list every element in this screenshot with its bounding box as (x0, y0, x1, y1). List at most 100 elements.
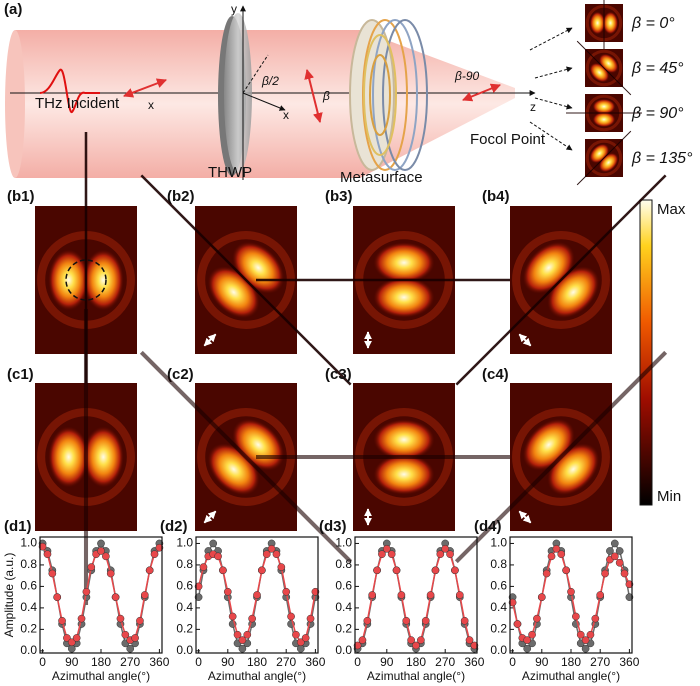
data-point (378, 550, 386, 559)
data-point (58, 616, 66, 625)
y-tick-label: 0.0 (20, 643, 37, 657)
x-tick-label: 90 (380, 655, 394, 669)
data-point (586, 630, 595, 639)
data-point (77, 614, 86, 623)
data-point (460, 616, 469, 625)
lobe (48, 426, 90, 488)
data-point (533, 614, 541, 623)
data-point (48, 569, 57, 578)
data-point (121, 630, 130, 639)
data-point (441, 544, 450, 553)
data-point (596, 591, 605, 599)
polarization-arrow (518, 333, 532, 347)
x-tick-label: 270 (590, 655, 610, 669)
intensity-image (585, 0, 623, 61)
inset-label: β = 45° (631, 60, 684, 77)
data-point (567, 587, 575, 596)
y-tick-label: 0.2 (490, 622, 507, 636)
y-tick-label: 1.0 (335, 536, 352, 550)
angle-label: β (322, 89, 330, 103)
data-point (287, 612, 295, 621)
y-tick-label: 0.8 (490, 557, 507, 571)
y-tick-label: 1.0 (490, 536, 507, 550)
lobes (576, 130, 632, 186)
lobes (37, 309, 135, 605)
data-point (397, 591, 406, 599)
data-point (421, 616, 430, 625)
y-tick-label: 0.8 (176, 557, 193, 571)
data-point (523, 644, 532, 653)
polarization-arrow (518, 510, 532, 524)
data-point (43, 550, 52, 559)
colorbar-max: Max (657, 201, 686, 218)
data-point (82, 587, 91, 596)
x-tick-label: 0 (195, 655, 202, 669)
x-tick-label: 180 (247, 655, 267, 669)
data-point (243, 630, 252, 639)
panel-label: (b4) (482, 188, 510, 205)
axis-label: y (231, 2, 237, 16)
data-point (296, 638, 305, 647)
lobes (256, 408, 552, 506)
data-point (253, 591, 261, 599)
intensity-image (576, 130, 632, 186)
polarization-arrow (203, 333, 217, 347)
data-point (610, 552, 619, 561)
data-point (557, 550, 566, 559)
plot-frame (354, 536, 478, 654)
data-point (465, 636, 474, 644)
y-tick-label: 0.4 (490, 600, 507, 614)
data-point (412, 641, 420, 650)
data-point (431, 566, 440, 575)
data-point (194, 593, 203, 601)
y-tick-label: 0.6 (20, 579, 37, 593)
colorbar-min: Min (657, 488, 681, 505)
panel-label: (b2) (167, 188, 195, 205)
incident-label: THz Incident (35, 95, 120, 112)
chart-title: (d1) (4, 518, 32, 535)
data-point (97, 539, 105, 548)
x-axis-label: Azimuthal angle(°) (208, 669, 306, 683)
data-point (436, 550, 445, 559)
data-point (508, 598, 517, 607)
data-point (610, 539, 619, 548)
data-point (470, 641, 479, 650)
x-tick-label: 270 (276, 655, 296, 669)
data-point (446, 550, 454, 559)
lobe (82, 426, 124, 488)
data-point (228, 612, 237, 621)
y-tick-label: 0.6 (335, 579, 352, 593)
data-point (111, 593, 120, 601)
data-point (238, 636, 247, 644)
metasurface-label: Metasurface (340, 169, 423, 186)
lobe (48, 249, 90, 311)
data-point (214, 552, 222, 561)
x-tick-label: 90 (65, 655, 79, 669)
intensity-image (455, 174, 667, 386)
data-point (363, 616, 372, 625)
node-line (139, 350, 353, 564)
data-point (199, 563, 208, 571)
chart-title: (d2) (160, 518, 188, 535)
data-point (455, 591, 464, 599)
lobe (82, 249, 124, 311)
data-point (136, 616, 144, 625)
data-point (140, 591, 149, 599)
plot-frame (39, 536, 163, 654)
data-point (272, 550, 281, 559)
panel-label: (b3) (325, 188, 353, 205)
x-tick-label: 360 (149, 655, 169, 669)
data-point (194, 582, 203, 591)
y-tick-label: 0.0 (490, 643, 507, 657)
x-tick-label: 90 (535, 655, 549, 669)
data-point (373, 566, 381, 575)
data-point (238, 644, 247, 653)
data-point (417, 636, 425, 644)
data-point (528, 630, 536, 639)
data-point (581, 636, 590, 644)
lobe (602, 11, 619, 35)
data-point (402, 616, 411, 625)
y-tick-label: 0.2 (176, 622, 193, 636)
data-point (233, 630, 242, 639)
x-tick-label: 0 (39, 655, 46, 669)
